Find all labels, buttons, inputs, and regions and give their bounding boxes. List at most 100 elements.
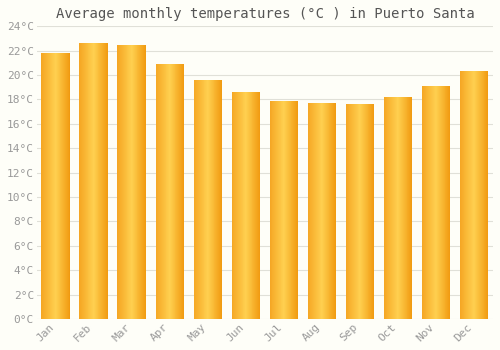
Bar bbox=[273, 101, 274, 319]
Bar bbox=[249, 92, 250, 319]
Bar bbox=[218, 80, 220, 319]
Bar bbox=[67, 53, 68, 319]
Bar bbox=[334, 103, 335, 319]
Bar bbox=[289, 101, 290, 319]
Bar bbox=[98, 43, 99, 319]
Bar bbox=[234, 92, 235, 319]
Bar bbox=[205, 80, 206, 319]
Bar bbox=[101, 43, 102, 319]
Bar bbox=[328, 103, 329, 319]
Bar bbox=[94, 43, 95, 319]
Bar bbox=[123, 44, 124, 319]
Title: Average monthly temperatures (°C ) in Puerto Santa: Average monthly temperatures (°C ) in Pu… bbox=[56, 7, 474, 21]
Bar bbox=[242, 92, 243, 319]
Bar bbox=[449, 86, 450, 319]
Bar bbox=[52, 53, 53, 319]
Bar bbox=[170, 64, 171, 319]
Bar bbox=[63, 53, 64, 319]
Bar bbox=[51, 53, 52, 319]
Bar bbox=[319, 103, 320, 319]
Bar bbox=[326, 103, 327, 319]
Bar bbox=[431, 86, 432, 319]
Bar bbox=[181, 64, 182, 319]
Bar bbox=[472, 71, 473, 319]
Bar bbox=[477, 71, 478, 319]
Bar bbox=[349, 104, 350, 319]
Bar bbox=[237, 92, 238, 319]
Bar bbox=[278, 101, 279, 319]
Bar bbox=[84, 43, 85, 319]
Bar bbox=[128, 44, 129, 319]
Bar bbox=[245, 92, 246, 319]
Bar bbox=[406, 97, 407, 319]
Bar bbox=[64, 53, 66, 319]
Bar bbox=[325, 103, 326, 319]
Bar bbox=[99, 43, 100, 319]
Bar bbox=[53, 53, 54, 319]
Bar bbox=[46, 53, 47, 319]
Bar bbox=[253, 92, 254, 319]
Bar bbox=[104, 43, 105, 319]
Bar bbox=[255, 92, 256, 319]
Bar bbox=[138, 44, 139, 319]
Bar bbox=[408, 97, 409, 319]
Bar bbox=[180, 64, 182, 319]
Bar bbox=[438, 86, 439, 319]
Bar bbox=[433, 86, 434, 319]
Bar bbox=[178, 64, 179, 319]
Bar bbox=[238, 92, 239, 319]
Bar bbox=[120, 44, 121, 319]
Bar bbox=[277, 101, 278, 319]
Bar bbox=[425, 86, 426, 319]
Bar bbox=[106, 43, 107, 319]
Bar bbox=[118, 44, 119, 319]
Bar bbox=[103, 43, 104, 319]
Bar bbox=[143, 44, 144, 319]
Bar bbox=[322, 103, 323, 319]
Bar bbox=[350, 104, 351, 319]
Bar bbox=[47, 53, 48, 319]
Bar bbox=[482, 71, 483, 319]
Bar bbox=[426, 86, 427, 319]
Bar bbox=[200, 80, 201, 319]
Bar bbox=[182, 64, 183, 319]
Bar bbox=[59, 53, 60, 319]
Bar bbox=[429, 86, 430, 319]
Bar bbox=[403, 97, 404, 319]
Bar bbox=[424, 86, 425, 319]
Bar bbox=[196, 80, 197, 319]
Bar bbox=[442, 86, 443, 319]
Bar bbox=[91, 43, 92, 319]
Bar bbox=[423, 86, 424, 319]
Bar bbox=[430, 86, 431, 319]
Bar bbox=[436, 86, 437, 319]
Bar bbox=[483, 71, 484, 319]
Bar bbox=[210, 80, 211, 319]
Bar bbox=[58, 53, 59, 319]
Bar bbox=[48, 53, 49, 319]
Bar bbox=[206, 80, 207, 319]
Bar bbox=[333, 103, 334, 319]
Bar bbox=[473, 71, 474, 319]
Bar bbox=[437, 86, 438, 319]
Bar bbox=[479, 71, 480, 319]
Bar bbox=[360, 104, 361, 319]
Bar bbox=[133, 44, 134, 319]
Bar bbox=[296, 101, 297, 319]
Bar bbox=[247, 92, 248, 319]
Bar bbox=[246, 92, 247, 319]
Bar bbox=[315, 103, 316, 319]
Bar bbox=[347, 104, 348, 319]
Bar bbox=[363, 104, 364, 319]
Bar bbox=[102, 43, 103, 319]
Bar bbox=[97, 43, 98, 319]
Bar bbox=[175, 64, 176, 319]
Bar bbox=[140, 44, 141, 319]
Bar bbox=[309, 103, 310, 319]
Bar bbox=[321, 103, 322, 319]
Bar bbox=[202, 80, 203, 319]
Bar bbox=[42, 53, 43, 319]
Bar bbox=[170, 64, 172, 319]
Bar bbox=[215, 80, 216, 319]
Bar bbox=[121, 44, 122, 319]
